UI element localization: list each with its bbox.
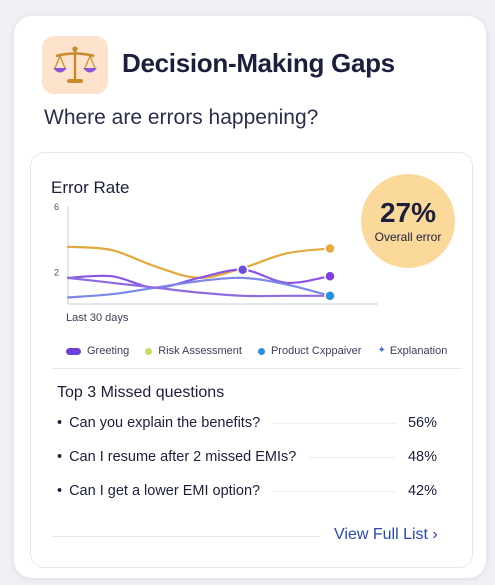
bullet-icon: • [57, 415, 63, 431]
question-text: Can I resume after 2 missed EMIs? [69, 449, 297, 465]
legend-label: Greeting [87, 345, 130, 357]
series-point-marker [324, 290, 336, 302]
period-label: Last 30 days [66, 312, 129, 324]
missed-questions-title: Top 3 Missed questions [57, 384, 225, 401]
series-point-marker [324, 242, 336, 255]
question-text: Can I get a lower EMI option? [69, 483, 261, 499]
page-subtitle: Where are errors happening? [44, 106, 319, 129]
question-percent: 56% [407, 415, 437, 431]
question-text: Can you explain the benefits? [69, 415, 261, 431]
question-percent: 42% [407, 483, 437, 499]
series-line-0 [66, 245, 332, 280]
missed-question-row: • Can I get a lower EMI option? 42% [57, 479, 437, 503]
bullet-icon: • [57, 449, 63, 465]
chart-legend: Greeting Risk Assessment Product Cxppaiv… [66, 343, 447, 359]
chart-title: Error Rate [51, 178, 130, 197]
missed-question-row: • Can I resume after 2 missed EMIs? 48% [57, 445, 437, 469]
section-divider [52, 368, 462, 369]
legend-swatch [145, 347, 153, 355]
legend-item-risk-assessment: Risk Assessment [145, 345, 242, 357]
footer-divider [52, 536, 320, 537]
legend-swatch [257, 347, 265, 355]
legend-swatch [66, 347, 81, 355]
legend-item-explanation: ✦ Explanation [377, 345, 447, 357]
bullet-icon: • [57, 483, 63, 499]
series-point-marker [236, 263, 249, 276]
y-tick-label: 6 [54, 202, 59, 212]
legend-item-product: Product Cxppaiver [257, 345, 362, 357]
series-line-1 [66, 268, 332, 289]
missed-question-row: • Can you explain the benefits? 56% [57, 411, 437, 435]
row-rule [308, 456, 396, 458]
legend-item-greeting: Greeting [66, 345, 129, 357]
y-tick-label: 2 [54, 267, 59, 277]
question-percent: 48% [407, 449, 437, 465]
legend-label: Explanation [389, 345, 448, 357]
series-point-marker [324, 270, 336, 282]
row-rule [272, 422, 396, 424]
legend-label: Risk Assessment [158, 345, 242, 357]
series-line-2 [66, 276, 332, 299]
overall-error-badge: 27% Overall error [361, 174, 455, 268]
series-line-3 [66, 276, 332, 298]
overall-error-value: 27% [379, 197, 437, 228]
error-rate-chart: 62 [54, 202, 378, 305]
overall-error-label: Overall error [374, 230, 442, 244]
view-full-list-link[interactable]: View Full List › [334, 526, 438, 543]
legend-label: Product Cxppaiver [270, 345, 362, 357]
page-title: Decision-Making Gaps [122, 48, 395, 78]
star-icon: ✦ [377, 345, 386, 356]
row-rule [272, 490, 396, 492]
balance-scale-icon [42, 36, 108, 94]
